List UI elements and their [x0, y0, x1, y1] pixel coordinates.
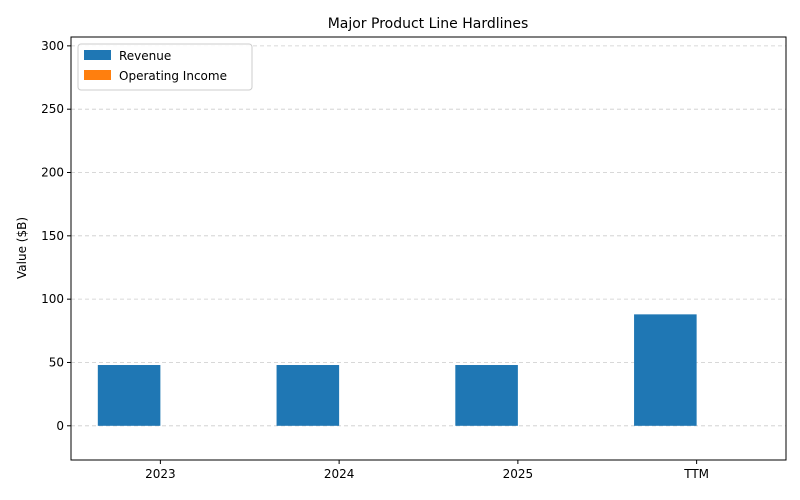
bar-revenue [97, 365, 161, 426]
y-axis-label: Value ($B) [15, 217, 29, 279]
bar-revenue [634, 314, 697, 426]
y-tick-label: 0 [56, 419, 64, 433]
bar-revenue [455, 365, 518, 426]
legend-swatch [84, 70, 111, 80]
legend: Revenue Operating Income [77, 43, 253, 91]
x-tick-label: 2024 [324, 467, 355, 481]
y-tick-label: 50 [49, 355, 64, 369]
plot-frame [70, 36, 787, 461]
x-tick-label: 2023 [145, 467, 176, 481]
y-tick-label: 200 [41, 166, 64, 180]
y-tick-label: 300 [41, 39, 64, 53]
chart-title: Major Product Line Hardlines [328, 16, 529, 32]
bar-revenue [276, 365, 340, 426]
x-tick-label: TTM [683, 467, 709, 481]
x-tick-label: 2025 [503, 467, 534, 481]
y-axis: 0 50 100 150 200 250 300 [41, 39, 71, 433]
y-tick-label: 250 [41, 102, 64, 116]
legend-box [77, 43, 253, 91]
bars [97, 314, 697, 426]
legend-label: Revenue [119, 49, 171, 63]
y-tick-label: 150 [41, 229, 64, 243]
legend-label: Operating Income [119, 69, 227, 83]
legend-swatch [84, 50, 111, 60]
x-axis: 2023 2024 2025 TTM [145, 460, 709, 481]
y-tick-label: 100 [41, 292, 64, 306]
